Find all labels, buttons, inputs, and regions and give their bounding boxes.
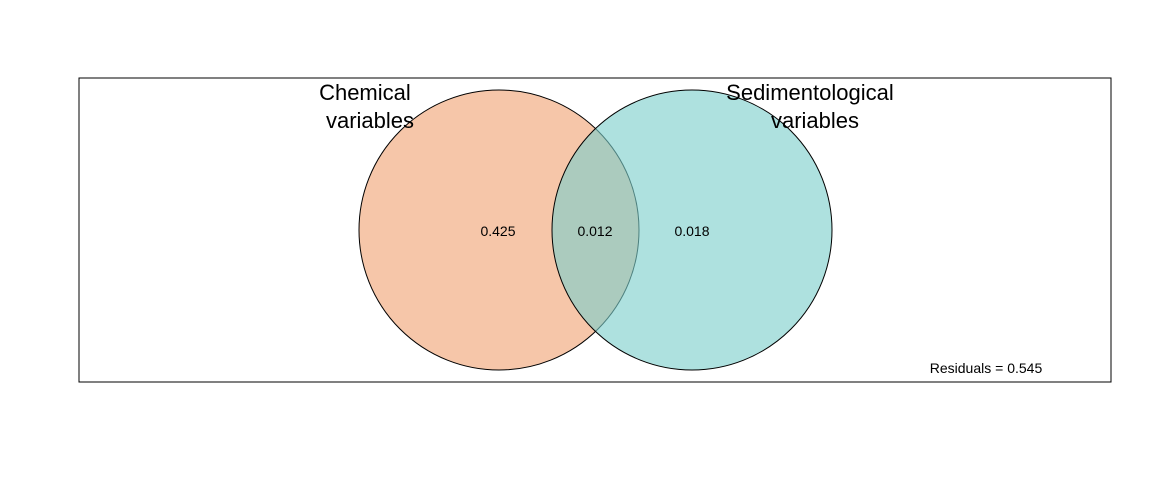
- sedimentological-variables-circle: [551, 89, 833, 371]
- sedimentological-label-line-1: Sedimentological: [726, 80, 894, 105]
- sedimentological-only-value: 0.018: [674, 223, 709, 239]
- plot-frame: [78, 77, 1112, 383]
- chemical-variables-label: Chemical variables: [319, 80, 417, 133]
- intersection-value: 0.012: [577, 223, 612, 239]
- sedimentological-variables-label: Sedimentological variables: [726, 80, 900, 133]
- residuals-label: Residuals = 0.545: [930, 360, 1043, 376]
- sedimentological-label-line-2: variables: [771, 108, 859, 133]
- chemical-label-line-1: Chemical: [319, 80, 411, 105]
- chemical-label-line-2: variables: [326, 108, 414, 133]
- chemical-only-value: 0.425: [480, 223, 515, 239]
